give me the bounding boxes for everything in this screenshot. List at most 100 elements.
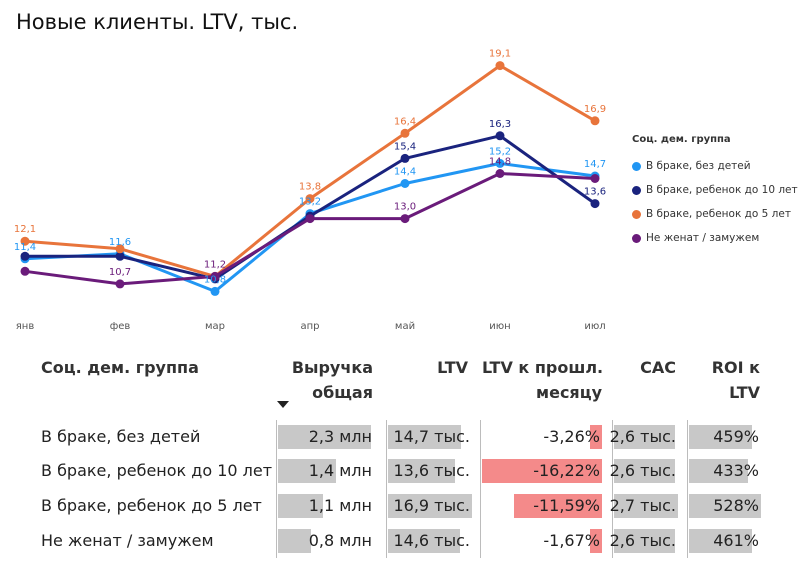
ltv-change-cell: -1,67% — [482, 529, 602, 553]
revenue-bar — [278, 529, 311, 553]
data-point — [400, 128, 410, 138]
column-header-roi-line1: ROI к — [711, 358, 760, 377]
ltv-cell: 14,7 тыс. — [388, 425, 472, 449]
x-tick-label: июл — [584, 321, 605, 332]
ltv-change-value: -1,67% — [543, 531, 600, 550]
data-label: 12,1 — [14, 224, 36, 235]
ltv-cell: 16,9 тыс. — [388, 494, 472, 518]
data-label: 10,7 — [109, 267, 131, 278]
data-point — [20, 266, 30, 276]
data-label: 16,9 — [584, 104, 606, 115]
roi-value: 459% — [713, 427, 759, 446]
column-separator — [386, 420, 387, 558]
x-tick-label: июн — [489, 321, 510, 332]
ltv-value: 13,6 тыс. — [393, 461, 470, 480]
cac-bar — [614, 459, 676, 483]
legend-item-single[interactable]: Не женат / замужем — [632, 226, 798, 250]
data-label: 14,8 — [489, 157, 511, 168]
revenue-bar — [278, 425, 372, 449]
cac-cell: 2,6 тыс. — [610, 529, 678, 553]
data-point — [495, 169, 505, 178]
revenue-cell: 1,1 млн — [278, 494, 374, 518]
revenue-value: 1,1 млн — [308, 496, 372, 515]
roi-bar — [689, 494, 761, 518]
ltv-change-bar — [590, 425, 602, 449]
ltv-change-value: -16,22% — [533, 461, 600, 480]
data-point — [400, 179, 410, 188]
legend-item-label: В браке, ребенок до 5 лет — [646, 208, 791, 220]
data-point — [305, 194, 315, 204]
data-label: 16,3 — [489, 119, 511, 130]
column-header-ltv-change-line1: LTV к прошл. — [482, 358, 604, 377]
row-label: В браке, ребенок до 10 лет — [41, 461, 273, 480]
ltv-change-cell: -3,26% — [482, 425, 602, 449]
data-point — [305, 214, 315, 224]
roi-cell: 461% — [689, 529, 761, 553]
roi-cell: 528% — [689, 494, 761, 518]
x-tick-label: апр — [300, 321, 319, 332]
data-point — [210, 271, 220, 281]
column-header-roi-line2: LTV — [729, 383, 760, 402]
legend-item-married-no-kids[interactable]: В браке, без детей — [632, 154, 798, 178]
roi-bar — [689, 425, 752, 449]
ltv-value: 14,6 тыс. — [393, 531, 470, 550]
data-point — [400, 214, 410, 224]
ltv-cell: 14,6 тыс. — [388, 529, 472, 553]
column-header-revenue-line2: общая — [312, 383, 373, 402]
roi-value: 461% — [713, 531, 759, 550]
row-label: В браке, ребенок до 5 лет — [41, 496, 262, 515]
ltv-change-value: -11,59% — [533, 496, 600, 515]
column-separator — [687, 420, 688, 558]
roi-bar — [689, 529, 752, 553]
data-label: 14,7 — [584, 159, 606, 170]
revenue-value: 1,4 млн — [308, 461, 372, 480]
revenue-bar — [278, 459, 336, 483]
x-tick-label: май — [395, 321, 415, 332]
legend-item-married-kid-under-10[interactable]: В браке, ребенок до 10 лет — [632, 178, 798, 202]
column-header-revenue-line1: Выручка — [291, 358, 373, 377]
ltv-value: 16,9 тыс. — [393, 496, 470, 515]
data-point — [590, 116, 600, 126]
column-header-ltv-change-line2: месяцу — [536, 383, 602, 402]
data-point — [590, 174, 600, 183]
revenue-value: 2,3 млн — [308, 427, 372, 446]
column-header-roi[interactable]: ROI к LTV — [688, 355, 760, 405]
data-point — [115, 279, 125, 289]
ltv-change-bar — [482, 459, 602, 483]
data-label: 13,0 — [394, 202, 416, 213]
data-point — [400, 153, 410, 163]
ltv-bar — [388, 459, 456, 483]
cac-value: 2,6 тыс. — [609, 461, 676, 480]
revenue-cell: 2,3 млн — [278, 425, 374, 449]
data-label: 13,8 — [299, 182, 321, 193]
legend-item-married-kid-under-5[interactable]: В браке, ребенок до 5 лет — [632, 202, 798, 226]
column-header-revenue[interactable]: Выручка общая — [263, 355, 373, 405]
column-separator — [480, 420, 481, 558]
data-point — [115, 244, 125, 254]
x-tick-label: фев — [110, 321, 131, 332]
column-header-ltv-change[interactable]: LTV к прошл. месяцу — [482, 355, 604, 405]
column-header-cac[interactable]: CAC — [640, 358, 676, 377]
data-label: 11,2 — [204, 259, 226, 270]
chart-legend: Соц. дем. группа В браке, без детей В бр… — [632, 134, 798, 250]
cac-value: 2,6 тыс. — [609, 531, 676, 550]
cac-bar — [614, 529, 676, 553]
roi-cell: 433% — [689, 459, 761, 483]
cac-bar — [614, 494, 678, 518]
column-header-ltv[interactable]: LTV — [437, 358, 468, 377]
ltv-value: 14,7 тыс. — [393, 427, 470, 446]
sort-descending-icon[interactable] — [277, 401, 289, 408]
data-label: 13,6 — [584, 187, 606, 198]
revenue-cell: 0,8 млн — [278, 529, 374, 553]
page-title: Новые клиенты. LTV, тыс. — [16, 10, 299, 34]
data-label: 16,4 — [394, 116, 416, 127]
data-label: 15,2 — [489, 146, 511, 157]
legend-dot-icon — [632, 185, 641, 195]
roi-value: 528% — [713, 496, 759, 515]
data-label: 13,2 — [299, 197, 321, 208]
column-header-group[interactable]: Соц. дем. группа — [41, 358, 199, 377]
data-label: 14,4 — [394, 167, 416, 178]
roi-cell: 459% — [689, 425, 761, 449]
data-point — [495, 158, 505, 168]
